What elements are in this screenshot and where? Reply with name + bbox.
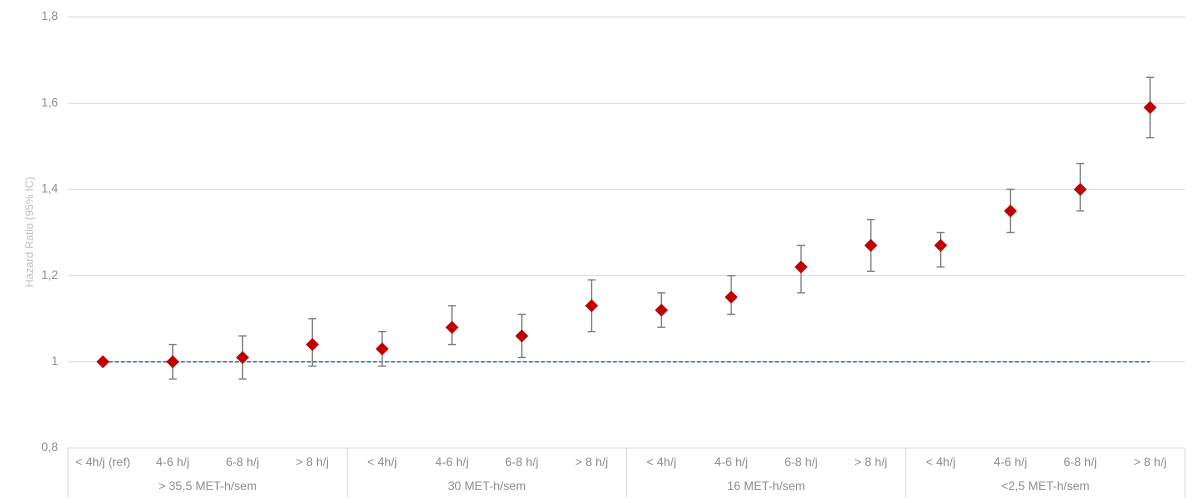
marker xyxy=(934,238,948,252)
marker xyxy=(1073,182,1087,196)
x-tick-label: 6-8 h/j xyxy=(505,455,538,469)
x-tick-label: < 4h/j xyxy=(926,455,956,469)
y-tick-label: 1,2 xyxy=(41,268,58,282)
x-tick-label: 4-6 h/j xyxy=(994,455,1027,469)
y-axis-label: Hazard Ratio (95% IC) xyxy=(24,177,36,288)
marker xyxy=(864,238,878,252)
marker xyxy=(166,355,180,369)
marker xyxy=(724,290,738,304)
x-tick-label: > 8 h/j xyxy=(1134,455,1167,469)
y-tick-label: 1,8 xyxy=(41,9,58,23)
marker xyxy=(794,260,808,274)
x-tick-label: 6-8 h/j xyxy=(1064,455,1097,469)
marker xyxy=(445,320,459,334)
y-tick-label: 0,8 xyxy=(41,440,58,454)
x-tick-label: > 8 h/j xyxy=(296,455,329,469)
group-label: > 35,5 MET-h/sem xyxy=(158,479,256,493)
x-tick-label: < 4h/j xyxy=(647,455,677,469)
marker xyxy=(1143,101,1157,115)
group-label: 16 MET-h/sem xyxy=(727,479,805,493)
marker xyxy=(96,355,110,369)
marker xyxy=(1003,204,1017,218)
y-tick-label: 1,6 xyxy=(41,95,58,109)
x-tick-label: 4-6 h/j xyxy=(435,455,468,469)
group-label: <2,5 MET-h/sem xyxy=(1001,479,1089,493)
marker xyxy=(585,299,599,313)
x-tick-label: > 8 h/j xyxy=(575,455,608,469)
x-tick-label: 4-6 h/j xyxy=(156,455,189,469)
marker xyxy=(236,350,250,364)
x-tick-label: < 4h/j (ref) xyxy=(75,455,130,469)
x-tick-label: > 8 h/j xyxy=(854,455,887,469)
group-label: 30 MET-h/sem xyxy=(448,479,526,493)
marker xyxy=(305,338,319,352)
x-tick-label: < 4h/j xyxy=(367,455,397,469)
y-tick-label: 1,4 xyxy=(41,182,58,196)
y-tick-label: 1 xyxy=(51,354,58,368)
x-tick-label: 4-6 h/j xyxy=(715,455,748,469)
marker xyxy=(515,329,529,343)
x-tick-label: 6-8 h/j xyxy=(226,455,259,469)
marker xyxy=(654,303,668,317)
marker xyxy=(375,342,389,356)
x-tick-label: 6-8 h/j xyxy=(784,455,817,469)
